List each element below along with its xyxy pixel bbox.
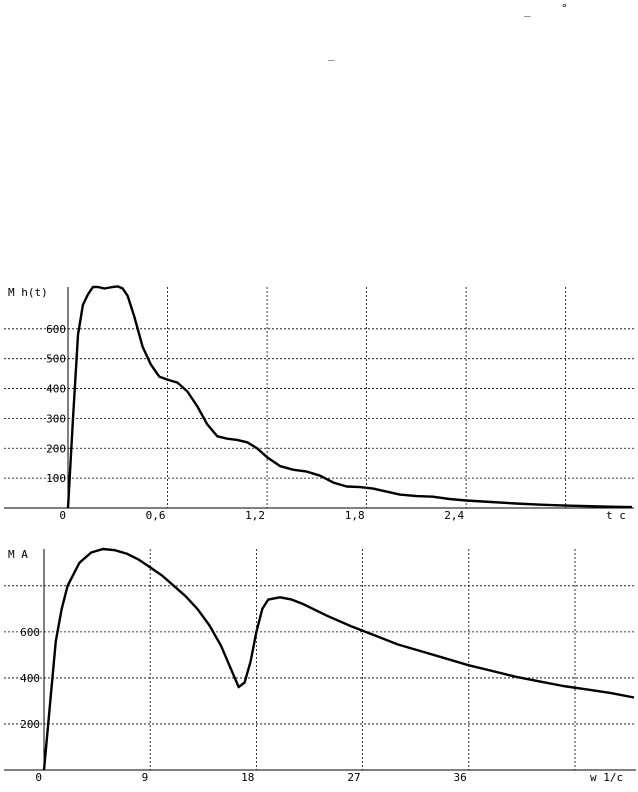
- x-tick-label: 18: [241, 771, 254, 784]
- x-tick-label: 2,4: [444, 509, 464, 522]
- y-tick-label: 100: [46, 472, 66, 485]
- x-tick-label: 27: [347, 771, 360, 784]
- y-tick-label: 200: [46, 442, 66, 455]
- x-axis-label: t c: [606, 509, 626, 522]
- x-axis-label: w 1/c: [590, 771, 623, 784]
- x-tick-label: 1,8: [345, 509, 365, 522]
- series-line: [66, 285, 633, 509]
- x-tick-label: 36: [454, 771, 467, 784]
- x-tick-label: 9: [142, 771, 149, 784]
- header-marks: _ ° _: [328, 2, 568, 61]
- header-mark-dash-right: _: [524, 4, 531, 17]
- y-tick-label: 400: [46, 383, 66, 396]
- y-tick-label: 300: [46, 412, 66, 425]
- y-tick-label: 500: [46, 353, 66, 366]
- y-axis-label: M h(t): [8, 286, 48, 299]
- x-tick-label: 0: [35, 771, 42, 784]
- x-tick-label: 0,6: [146, 509, 166, 522]
- y-tick-label: 200: [20, 718, 40, 731]
- y-tick-label: 600: [20, 626, 40, 639]
- series-line: [42, 547, 635, 771]
- y-tick-label: 600: [46, 323, 66, 336]
- y-tick-label: 400: [20, 672, 40, 685]
- amplitude-frequency-chart: 200 400 600 0 9 18 27 36 M A w 1/c: [4, 547, 636, 784]
- impulse-response-chart: 100 200 300 400 500 600 0 0,6 1,2 1,8 2,4 M h(t) t c: [4, 285, 634, 522]
- header-mark-degree: °: [561, 2, 568, 15]
- x-tick-label: 0: [59, 509, 66, 522]
- header-mark-dash-center: _: [328, 48, 335, 61]
- x-tick-label: 1,2: [245, 509, 265, 522]
- y-axis-label: M A: [8, 548, 28, 561]
